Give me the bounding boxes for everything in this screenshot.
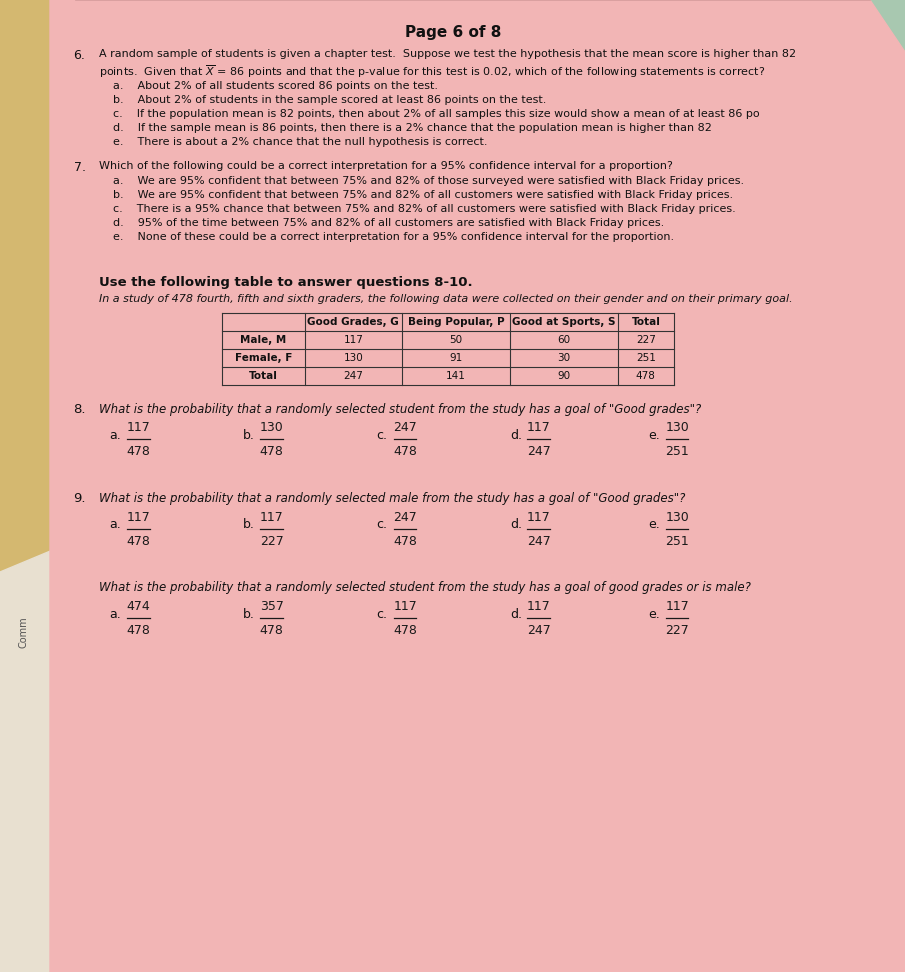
Text: 130: 130: [343, 353, 363, 363]
Text: 6.: 6.: [73, 50, 85, 62]
Text: Good at Sports, S: Good at Sports, S: [512, 317, 615, 328]
Text: 251: 251: [665, 445, 689, 459]
Text: d.    95% of the time between 75% and 82% of all customers are satisfied with Bl: d. 95% of the time between 75% and 82% o…: [112, 218, 664, 228]
Text: 130: 130: [260, 422, 283, 434]
Text: c.: c.: [376, 518, 387, 531]
Text: Page 6 of 8: Page 6 of 8: [405, 24, 501, 40]
Text: 117: 117: [527, 422, 550, 434]
Text: a.    About 2% of all students scored 86 points on the test.: a. About 2% of all students scored 86 po…: [112, 82, 438, 91]
Text: e.    None of these could be a correct interpretation for a 95% confidence inter: e. None of these could be a correct inte…: [112, 232, 673, 242]
Text: d.    If the sample mean is 86 points, then there is a 2% chance that the popula: d. If the sample mean is 86 points, then…: [112, 122, 711, 133]
Text: 478: 478: [393, 624, 417, 637]
Text: e.: e.: [648, 608, 660, 620]
Text: 357: 357: [260, 600, 283, 613]
Text: 247: 247: [394, 510, 417, 524]
Text: 478: 478: [393, 535, 417, 547]
Polygon shape: [0, 522, 120, 972]
Text: Female, F: Female, F: [234, 353, 292, 363]
Text: d.: d.: [510, 518, 522, 531]
Text: 478: 478: [393, 445, 417, 459]
Text: 60: 60: [557, 335, 570, 345]
Text: 117: 117: [127, 422, 150, 434]
Text: 478: 478: [636, 371, 656, 381]
Text: c.    If the population mean is 82 points, then about 2% of all samples this siz: c. If the population mean is 82 points, …: [112, 109, 759, 119]
Text: 117: 117: [343, 335, 363, 345]
Text: e.: e.: [648, 429, 660, 442]
Text: Good Grades, G: Good Grades, G: [308, 317, 399, 328]
Text: b.: b.: [243, 429, 255, 442]
Text: e.    There is about a 2% chance that the null hypothesis is correct.: e. There is about a 2% chance that the n…: [112, 137, 487, 147]
Text: Use the following table to answer questions 8-10.: Use the following table to answer questi…: [100, 276, 473, 289]
Bar: [223, 313, 674, 331]
Text: 130: 130: [665, 510, 689, 524]
Text: 247: 247: [343, 371, 363, 381]
Text: 117: 117: [394, 600, 417, 613]
Text: A random sample of students is given a chapter test.  Suppose we test the hypoth: A random sample of students is given a c…: [100, 50, 796, 59]
Text: points.  Given that $\overline{X}$ = 86 points and that the p-value for this tes: points. Given that $\overline{X}$ = 86 p…: [100, 63, 766, 80]
Text: b.: b.: [243, 518, 255, 531]
Text: 251: 251: [636, 353, 656, 363]
Text: 9.: 9.: [73, 492, 86, 504]
Text: 90: 90: [557, 371, 570, 381]
Text: 474: 474: [127, 600, 150, 613]
Text: 227: 227: [665, 624, 689, 637]
Text: 91: 91: [449, 353, 462, 363]
Text: b.: b.: [243, 608, 255, 620]
Text: 227: 227: [260, 535, 283, 547]
Text: Total: Total: [249, 371, 278, 381]
Text: 227: 227: [636, 335, 656, 345]
Text: 478: 478: [127, 445, 150, 459]
Text: 247: 247: [527, 624, 550, 637]
Text: b.    About 2% of students in the sample scored at least 86 points on the test.: b. About 2% of students in the sample sc…: [112, 95, 546, 105]
Text: a.: a.: [110, 608, 121, 620]
Text: d.: d.: [510, 429, 522, 442]
Text: d.: d.: [510, 608, 522, 620]
Text: 478: 478: [127, 624, 150, 637]
Text: a.: a.: [110, 518, 121, 531]
Text: 7.: 7.: [73, 160, 86, 174]
Text: 251: 251: [665, 535, 689, 547]
Text: c.: c.: [376, 608, 387, 620]
Text: In a study of 478 fourth, fifth and sixth graders, the following data were colle: In a study of 478 fourth, fifth and sixt…: [100, 294, 793, 303]
Text: 117: 117: [260, 510, 283, 524]
Text: What is the probability that a randomly selected student from the study has a go: What is the probability that a randomly …: [100, 581, 751, 594]
Text: b.    We are 95% confident that between 75% and 82% of all customers were satisf: b. We are 95% confident that between 75%…: [112, 191, 733, 200]
Text: 117: 117: [127, 510, 150, 524]
Text: Comm: Comm: [18, 616, 28, 647]
Text: 8.: 8.: [73, 402, 86, 416]
Text: What is the probability that a randomly selected student from the study has a go: What is the probability that a randomly …: [100, 402, 701, 416]
Polygon shape: [0, 0, 130, 972]
Text: a.: a.: [110, 429, 121, 442]
Text: 117: 117: [527, 510, 550, 524]
Text: 247: 247: [394, 422, 417, 434]
Text: 30: 30: [557, 353, 570, 363]
Text: Male, M: Male, M: [241, 335, 287, 345]
Text: 478: 478: [260, 624, 283, 637]
Text: 117: 117: [665, 600, 689, 613]
Text: e.: e.: [648, 518, 660, 531]
Text: What is the probability that a randomly selected male from the study has a goal : What is the probability that a randomly …: [100, 492, 686, 504]
Text: 478: 478: [127, 535, 150, 547]
Text: Being Popular, P: Being Popular, P: [407, 317, 504, 328]
Text: 141: 141: [446, 371, 466, 381]
Polygon shape: [660, 0, 905, 672]
Text: 247: 247: [527, 535, 550, 547]
Text: c.: c.: [376, 429, 387, 442]
Text: c.    There is a 95% chance that between 75% and 82% of all customers were satis: c. There is a 95% chance that between 75…: [112, 204, 736, 214]
Polygon shape: [50, 0, 905, 972]
Text: Total: Total: [632, 317, 661, 328]
Text: 117: 117: [527, 600, 550, 613]
Text: 50: 50: [450, 335, 462, 345]
Text: Which of the following could be a correct interpretation for a 95% confidence in: Which of the following could be a correc…: [100, 160, 673, 170]
Text: a.    We are 95% confident that between 75% and 82% of those surveyed were satis: a. We are 95% confident that between 75%…: [112, 177, 744, 187]
Text: 247: 247: [527, 445, 550, 459]
Text: 130: 130: [665, 422, 689, 434]
Text: 478: 478: [260, 445, 283, 459]
